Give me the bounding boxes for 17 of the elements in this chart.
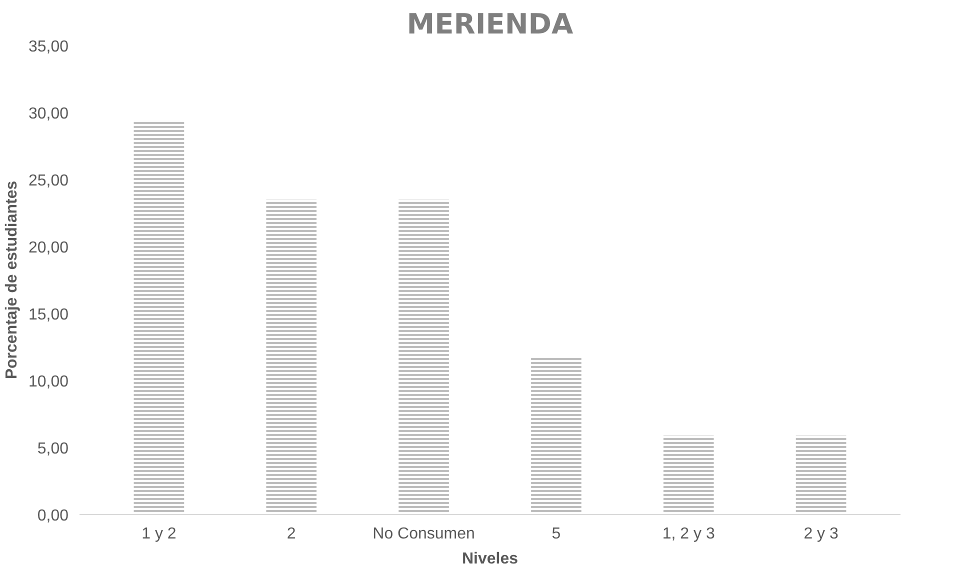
y-tick-label: 10,00 [28,374,69,390]
x-tick-label: 5 [552,526,561,542]
y-tick-label: 25,00 [28,172,69,190]
x-tick-label: No Consumen [372,526,475,542]
x-tick-label: 2 [286,526,296,542]
x-axis-title: Niveles [462,550,518,568]
y-tick-label: 35,00 [28,38,69,56]
x-tick-label: 2 y 3 [804,526,838,542]
y-tick-label: 0,00 [37,508,69,524]
y-axis-title: Porcentaje de estudiantes [3,180,20,380]
x-tick-label: 1 y 2 [142,526,176,542]
y-tick-label: 30,00 [28,106,69,122]
y-tick-label: 20,00 [28,240,69,256]
chart-title: MERIENDA [406,8,574,40]
y-tick-label: 15,00 [28,306,69,324]
y-tick-label: 5,00 [37,440,69,458]
x-tick-label: 1, 2 y 3 [662,526,715,542]
